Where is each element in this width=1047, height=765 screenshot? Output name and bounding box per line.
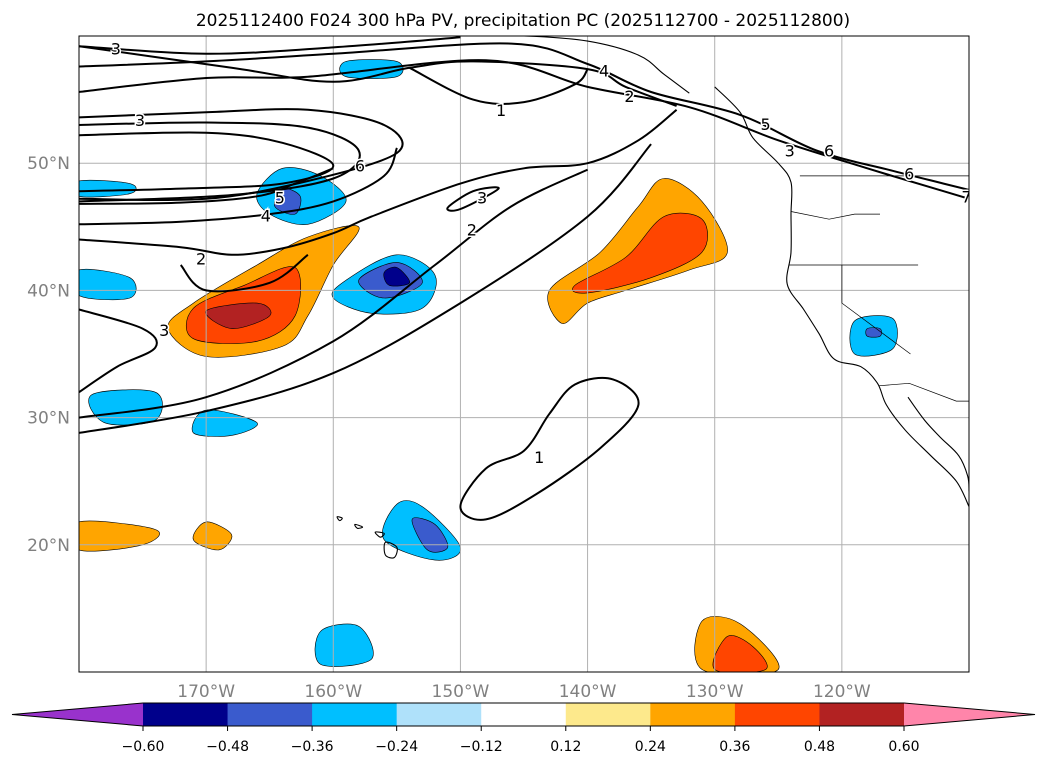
colorbar-tick-label: −0.60 — [122, 739, 165, 755]
border-washington-oregon-line — [790, 211, 880, 220]
pv-contour-label: 6 — [904, 164, 914, 183]
x-tick-label: 140°W — [559, 682, 617, 702]
border-nevada-california-line — [841, 265, 911, 355]
colorbar-tick-label: 0.24 — [635, 739, 666, 755]
coastline-hawaii-kauai — [336, 516, 343, 522]
map-frame — [78, 35, 970, 673]
precip-region-positive-8 — [192, 521, 233, 551]
colorbar-tick-label: −0.36 — [291, 739, 334, 755]
geography-layer — [336, 36, 969, 559]
pv-contour-label: 3 — [111, 40, 121, 59]
colorbar-segment — [734, 703, 820, 726]
precip-region-positive-2 — [205, 302, 272, 329]
x-tick-label: 150°W — [432, 682, 490, 702]
colorbar-segment — [565, 703, 651, 726]
pv-contour-label: 2 — [624, 87, 634, 106]
coastline-alaska-panhandle — [460, 36, 690, 94]
precip-region-negative-21 — [79, 269, 137, 301]
precip-region-negative-16 — [314, 623, 374, 667]
pv-contour-level-3 — [79, 308, 158, 394]
y-tick-label: 20°N — [27, 536, 70, 556]
x-tick-label: 120°W — [813, 682, 871, 702]
pv-contour-label: 2 — [467, 220, 477, 239]
pv-contour-label: 3 — [135, 111, 145, 130]
colorbar-tick-label: −0.12 — [460, 739, 503, 755]
pv-contour-level-1 — [409, 66, 589, 105]
y-tick-label: 30°N — [27, 409, 70, 429]
pv-contour-label: 1 — [534, 448, 544, 467]
colorbar: −0.60 −0.48 −0.36 −0.24 −0.12 0.12 0.24 0.36 0.4… — [11, 702, 1036, 755]
x-tick-label: 160°W — [304, 682, 362, 702]
pv-contour-level-3 — [79, 36, 461, 55]
precip-region-positive-4 — [572, 212, 708, 294]
pv-contour-label: 6 — [355, 157, 365, 176]
colorbar-segment — [312, 703, 398, 726]
pv-contour-label: 3 — [159, 321, 169, 340]
colorbar-tick-label: 0.12 — [550, 739, 581, 755]
pv-contour-layer — [79, 36, 969, 521]
pv-contour-label: 5 — [760, 115, 770, 134]
pv-contour-level-5 — [79, 121, 361, 203]
pv-contour-level-6 — [79, 131, 335, 193]
colorbar-segment — [143, 703, 229, 726]
pv-contour-level-1 — [459, 376, 640, 521]
pv-contour-level-2 — [79, 59, 969, 200]
colorbar-segment — [819, 703, 905, 726]
colorbar-tick-label: 0.60 — [888, 739, 919, 755]
pv-contour-level-2 — [179, 253, 309, 293]
precip-region-negative-20 — [79, 179, 137, 198]
pv-contour-level-3 — [79, 108, 404, 202]
pv-contour-level-5 — [79, 167, 334, 205]
pv-contour-label: 1 — [496, 101, 506, 120]
precip-region-negative-11 — [383, 266, 410, 287]
colorbar-tick-label: 0.48 — [804, 739, 835, 755]
x-tick-label: 130°W — [686, 682, 744, 702]
border-us-mexico-border — [878, 382, 969, 402]
pv-contour-label: 4 — [599, 61, 609, 80]
precip-region-negative-13 — [274, 187, 302, 215]
colorbar-tick-label: 0.36 — [719, 739, 750, 755]
colorbar-segment — [227, 703, 313, 726]
precip-region-negative-15 — [411, 517, 449, 553]
precip-region-negative-18 — [865, 327, 882, 338]
precipitation-layer — [79, 59, 898, 672]
colorbar-extend-min — [12, 703, 143, 726]
x-tick-label: 170°W — [177, 682, 235, 702]
precip-region-positive-6 — [712, 635, 768, 672]
colorbar-segment — [396, 703, 482, 726]
pv-contour-label: 7 — [961, 187, 971, 206]
pv-contour-level-4 — [79, 42, 969, 191]
colorbar-extend-max — [904, 703, 1035, 726]
pv-contour-level-1 — [79, 45, 677, 107]
pv-contour-label: 6 — [824, 141, 834, 160]
coastline-hawaii-maui — [374, 531, 385, 538]
colorbar-tick-label: −0.48 — [206, 739, 249, 755]
y-tick-label: 40°N — [27, 281, 70, 301]
colorbar-tick-label: −0.24 — [375, 739, 418, 755]
pv-contour-level-2 — [79, 109, 678, 256]
chart-title: 2025112400 F024 300 hPa PV, precipitatio… — [196, 11, 850, 31]
y-tick-label: 50°N — [27, 154, 70, 174]
y-axis-ticks: 20°N 30°N 40°N 50°N — [27, 154, 70, 556]
colorbar-segment — [481, 703, 567, 726]
pv-contour-label: 4 — [261, 206, 271, 225]
pv-contour-label: 2 — [196, 250, 206, 269]
pv-contour-label: 3 — [477, 189, 487, 208]
colorbar-segment — [650, 703, 736, 726]
pv-contour-label: 5 — [275, 189, 285, 208]
coastline-hawaii-oahu — [354, 523, 364, 529]
pv-contour-level-3 — [446, 186, 500, 212]
pv-contour-label: 3 — [785, 141, 795, 160]
coastline-north-america-west-coast — [714, 86, 969, 507]
coastline-hawaii-big-island — [383, 541, 398, 559]
gridlines — [79, 36, 969, 672]
pv-contour-level-4 — [79, 147, 398, 226]
pv-contour-level-1 — [79, 143, 652, 434]
pv-contour-level-2 — [79, 168, 589, 419]
coastline-baja-gulf-coast — [907, 396, 969, 492]
x-axis-ticks: 170°W 160°W 150°W 140°W 130°W 120°W — [177, 682, 871, 702]
